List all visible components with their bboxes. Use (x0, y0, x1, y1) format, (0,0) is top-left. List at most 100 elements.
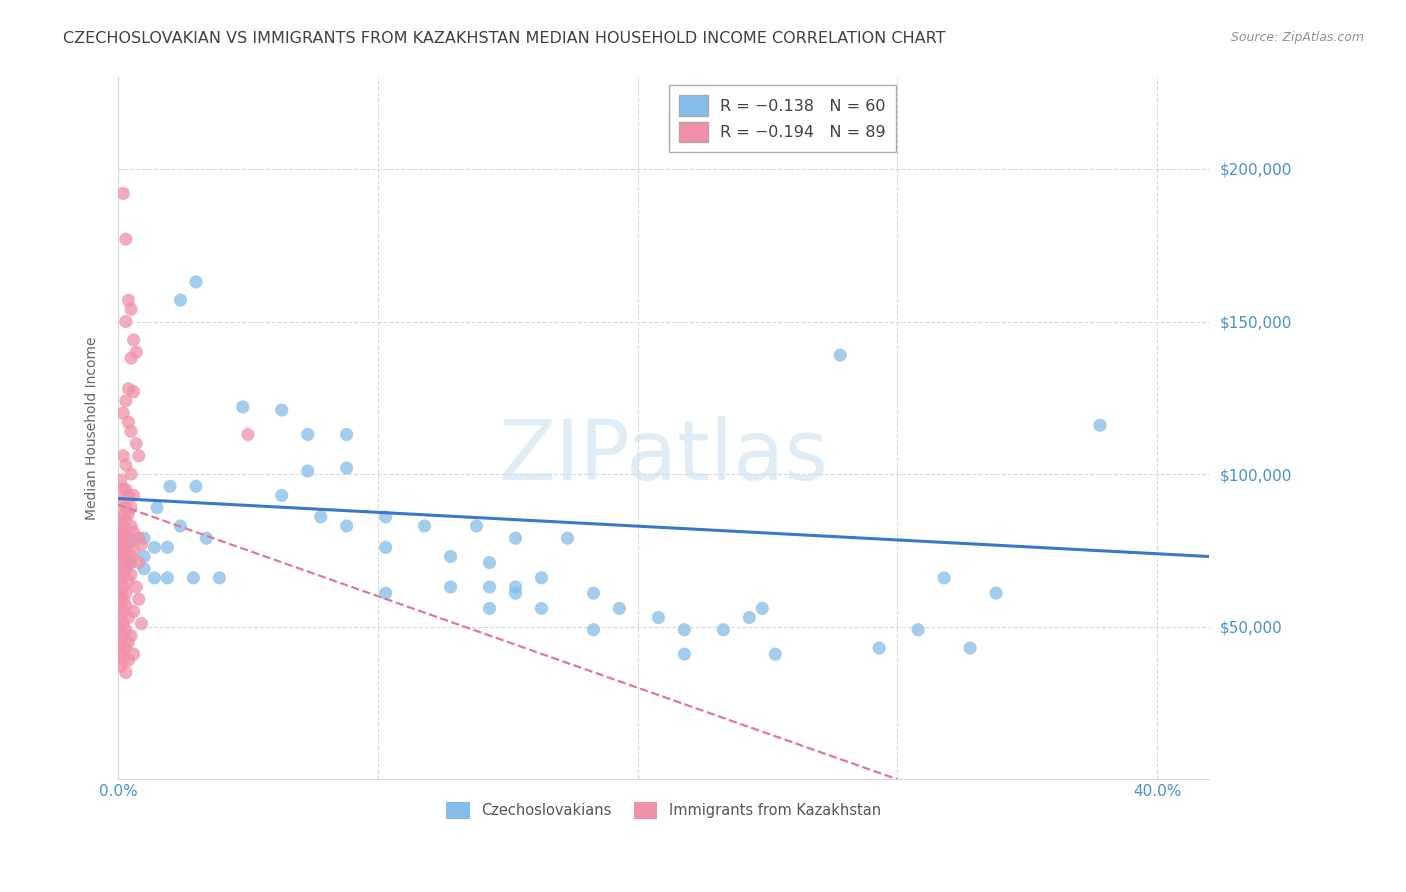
Point (763, 647, 786, 661)
Point (505, 586, 527, 600)
Legend: Czechoslovakians, Immigrants from Kazakhstan: Czechoslovakians, Immigrants from Kazakh… (440, 796, 887, 824)
Point (112, 537, 135, 551)
Point (115, 586, 138, 600)
Point (132, 531, 155, 545)
Point (110, 574, 132, 588)
Point (120, 351, 142, 366)
Point (112, 406, 135, 420)
Point (143, 541, 166, 555)
Point (115, 665, 138, 680)
Point (117, 574, 139, 588)
Point (673, 623, 696, 637)
Point (110, 525, 132, 540)
Point (120, 629, 142, 643)
Point (112, 507, 135, 521)
Point (439, 549, 461, 564)
Point (208, 571, 231, 585)
Point (270, 403, 292, 417)
Point (112, 592, 135, 607)
Point (336, 519, 359, 533)
Text: Source: ZipAtlas.com: Source: ZipAtlas.com (1230, 31, 1364, 45)
Point (184, 479, 207, 493)
Point (478, 556, 501, 570)
Point (128, 592, 150, 607)
Point (146, 500, 169, 515)
Point (115, 458, 138, 472)
Point (374, 509, 396, 524)
Point (110, 537, 132, 551)
Point (125, 345, 148, 359)
Point (117, 293, 139, 308)
Point (132, 562, 155, 576)
Point (110, 473, 132, 487)
Point (169, 293, 191, 308)
Point (110, 549, 132, 564)
Point (236, 427, 259, 442)
Point (122, 488, 145, 502)
Point (115, 393, 138, 408)
Point (120, 425, 142, 439)
Point (169, 519, 191, 533)
Point (115, 314, 138, 328)
Point (907, 623, 929, 637)
Point (115, 641, 138, 656)
Point (110, 562, 132, 576)
Point (647, 610, 669, 624)
Point (112, 580, 135, 594)
Point (120, 549, 142, 564)
Point (115, 500, 138, 515)
Point (128, 531, 150, 545)
Point (120, 531, 142, 545)
Point (143, 571, 166, 585)
Point (932, 571, 955, 585)
Point (115, 562, 138, 576)
Point (132, 549, 155, 564)
Point (120, 556, 142, 570)
Point (122, 525, 145, 540)
Point (112, 641, 135, 656)
Point (270, 488, 292, 502)
Point (115, 623, 138, 637)
Point (117, 610, 139, 624)
Point (184, 275, 207, 289)
Point (195, 531, 218, 545)
Point (131, 537, 153, 551)
Point (110, 543, 132, 558)
Point (120, 302, 142, 317)
Text: ZIPatlas: ZIPatlas (499, 416, 828, 497)
Point (117, 635, 139, 649)
Point (117, 415, 139, 429)
Point (297, 464, 319, 478)
Y-axis label: Median Household Income: Median Household Income (86, 336, 100, 520)
Point (374, 586, 396, 600)
Text: CZECHOSLOVAKIAN VS IMMIGRANTS FROM KAZAKHSTAN MEDIAN HOUSEHOLD INCOME CORRELATIO: CZECHOSLOVAKIAN VS IMMIGRANTS FROM KAZAK… (63, 31, 946, 46)
Point (125, 580, 148, 594)
Point (110, 599, 132, 613)
Point (505, 531, 527, 545)
Point (120, 519, 142, 533)
Point (110, 635, 132, 649)
Point (128, 556, 150, 570)
Point (112, 186, 135, 201)
Point (122, 333, 145, 347)
Point (183, 571, 205, 585)
Point (112, 525, 135, 540)
Point (297, 427, 319, 442)
Point (439, 580, 461, 594)
Point (465, 519, 488, 533)
Point (110, 659, 132, 673)
Point (117, 382, 139, 396)
Point (117, 507, 139, 521)
Point (959, 641, 981, 656)
Point (159, 479, 181, 493)
Point (751, 601, 773, 615)
Point (115, 232, 138, 246)
Point (122, 384, 145, 399)
Point (115, 549, 138, 564)
Point (110, 586, 132, 600)
Point (309, 509, 332, 524)
Point (112, 604, 135, 618)
Point (122, 543, 145, 558)
Point (738, 610, 761, 624)
Point (413, 519, 436, 533)
